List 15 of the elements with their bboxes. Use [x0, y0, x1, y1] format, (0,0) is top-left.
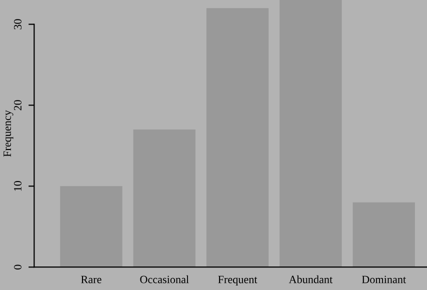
y-tick-label: 0	[14, 264, 22, 270]
y-axis-title: Frequency	[4, 110, 14, 157]
x-tick-label: Dominant	[362, 276, 406, 284]
bar	[352, 202, 415, 268]
y-tick-label: 30	[14, 19, 22, 30]
x-tick-label: Abundant	[288, 275, 333, 284]
x-tick-label: Rare	[81, 276, 102, 284]
y-tick-label: 20	[14, 100, 22, 110]
bar	[206, 8, 269, 268]
y-tick-label: 10	[14, 181, 22, 191]
bar	[133, 130, 196, 268]
x-tick-label: Frequent	[218, 276, 258, 286]
bar	[280, 0, 342, 268]
bar	[60, 186, 122, 268]
x-tick-label: Occasional	[140, 275, 189, 284]
